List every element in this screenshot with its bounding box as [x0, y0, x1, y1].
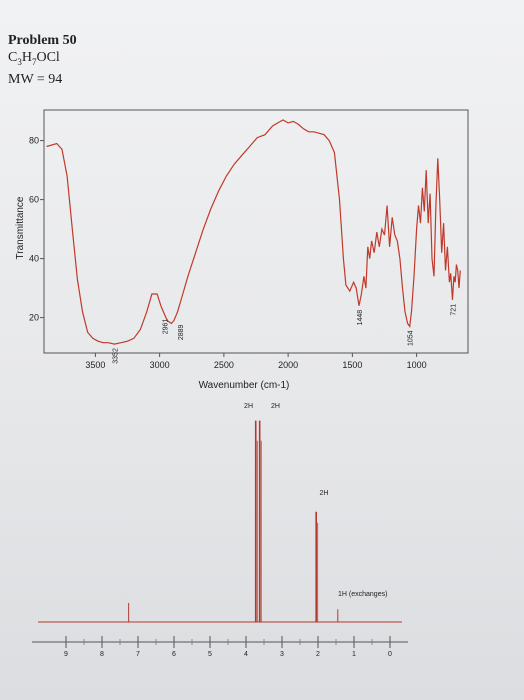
nmr-tick-label: 6: [172, 651, 176, 658]
ir-peak-label: 3352: [112, 348, 119, 364]
nmr-tick-label: 7: [136, 651, 140, 658]
nmr-peaks: [128, 420, 339, 622]
ir-peak-annotations: 3352 2961 2889 1448 1054 721: [112, 304, 457, 364]
problem-header: Problem 50 C3H7OCl MW = 94: [8, 32, 77, 88]
nmr-tick-label: 8: [100, 651, 104, 658]
nmr-tick-label: 1: [352, 651, 356, 658]
nmr-tick-label: 5: [208, 651, 212, 658]
nmr-spectrum: 9 8 7 6 5 4 3 2 1 0 2H 2H 2H 1H (exchanges): [32, 403, 408, 658]
nmr-tick-label: 3: [280, 651, 284, 658]
ir-x-axis-label: Wavenumber (cm-1): [199, 380, 290, 391]
nmr-peak-label: 2H: [271, 403, 280, 410]
nmr-peak-label: 2H: [244, 403, 253, 410]
nmr-ppm-ticks: 9 8 7 6 5 4 3 2 1 0: [64, 636, 392, 658]
ir-y-tick-label: 40: [29, 254, 39, 264]
nmr-tick-label: 0: [388, 651, 392, 658]
ir-peak-label: 2889: [178, 324, 185, 340]
ir-y-axis: 20 40 60 80: [29, 136, 44, 323]
molecular-formula: C3H7OCl: [8, 50, 60, 67]
nmr-tick-label: 9: [64, 651, 68, 658]
ir-peak-label: 1054: [408, 330, 415, 346]
nmr-peak-label: 1H (exchanges): [338, 591, 387, 598]
ir-x-axis: 3500 3000 2500 2000 1500 1000: [85, 353, 427, 370]
ir-y-tick-label: 20: [29, 313, 39, 323]
ir-plot-frame: [43, 109, 469, 354]
nmr-tick-label: 4: [244, 651, 248, 658]
ir-x-tick-label: 2500: [214, 360, 234, 370]
ir-y-tick-label: 80: [29, 136, 39, 146]
ir-x-tick-label: 1000: [407, 360, 427, 370]
molecular-weight: MW = 94: [8, 71, 63, 87]
ir-transmittance-trace: [46, 119, 461, 345]
ir-peak-label: 2961: [163, 319, 170, 335]
problem-title: Problem 50: [8, 33, 77, 48]
ir-x-tick-label: 3500: [85, 360, 105, 370]
nmr-peak-label: 2H: [320, 490, 329, 497]
ir-peak-label: 1448: [357, 310, 364, 326]
ir-x-tick-label: 2000: [278, 360, 298, 370]
ir-spectrum: 20 40 60 80 3500 3000 2500 2000 1500 1000 3352 29…: [15, 109, 469, 391]
ir-x-tick-label: 1500: [342, 360, 362, 370]
nmr-tick-label: 2: [316, 651, 320, 658]
ir-x-tick-label: 3000: [150, 360, 170, 370]
ir-y-axis-label: Transmittance: [15, 196, 26, 259]
nmr-peak-labels: 2H 2H 2H 1H (exchanges): [244, 403, 387, 598]
ir-peak-label: 721: [450, 304, 457, 316]
ir-y-tick-label: 60: [29, 195, 39, 205]
